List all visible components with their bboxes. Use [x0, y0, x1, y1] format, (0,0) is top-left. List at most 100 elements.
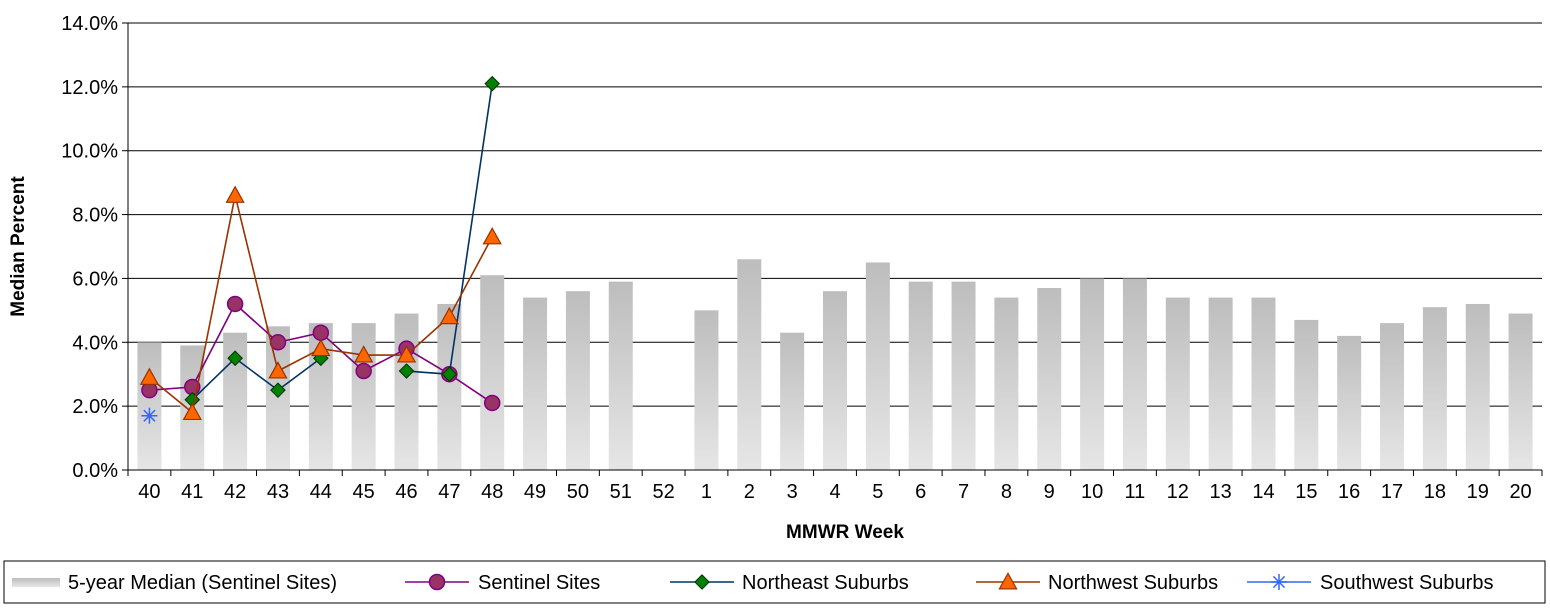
bar [437, 303, 462, 470]
legend-marker [694, 574, 710, 590]
bar [351, 323, 376, 470]
data-point [268, 361, 288, 379]
x-tick-label: 40 [138, 481, 160, 503]
y-tick-label: 14.0% [61, 13, 118, 35]
bar [1080, 278, 1105, 470]
x-tick-label: 11 [1125, 481, 1146, 503]
x-tick-label: 9 [1044, 481, 1055, 503]
x-tick-label: 44 [310, 481, 332, 503]
data-point [483, 394, 501, 412]
data-point [484, 75, 501, 92]
data-point [139, 367, 160, 385]
x-tick-label: 20 [1509, 481, 1531, 503]
legend-label: 5-year Median (Sentinel Sites) [68, 572, 337, 594]
bar [780, 332, 805, 470]
legend-item: Northwest Suburbs [976, 572, 1218, 594]
x-tick-label: 18 [1424, 481, 1446, 503]
x-tick-label: 6 [915, 481, 926, 503]
data-point [227, 350, 243, 367]
data-point [225, 185, 245, 203]
bar [137, 342, 162, 470]
x-tick-label: 49 [524, 481, 546, 503]
x-tick-label: 41 [181, 481, 203, 503]
x-tick-label: 16 [1338, 481, 1360, 503]
bar [694, 310, 719, 470]
y-tick-label: 2.0% [72, 396, 118, 418]
data-point [226, 295, 244, 313]
legend-item: Northeast Suburbs [670, 572, 909, 594]
bar [1422, 307, 1447, 470]
bar [265, 326, 290, 470]
legend-label: Northeast Suburbs [742, 572, 909, 594]
x-tick-label: 52 [652, 481, 674, 503]
x-tick-label: 46 [395, 481, 417, 503]
legend-item: 5-year Median (Sentinel Sites) [12, 572, 337, 594]
data-point [398, 363, 415, 379]
x-tick-label: 12 [1167, 481, 1189, 503]
data-point [441, 366, 458, 383]
x-tick-label: 1 [701, 481, 712, 503]
x-tick-label: 15 [1295, 481, 1317, 503]
bar [908, 281, 933, 470]
data-point [141, 407, 158, 424]
legend-marker [1271, 574, 1287, 590]
x-tick-label: 47 [438, 481, 460, 503]
x-tick-label: 7 [958, 481, 969, 503]
x-tick-label: 45 [353, 481, 375, 503]
bar [737, 259, 762, 470]
legend-label: Sentinel Sites [478, 572, 600, 594]
bar [480, 275, 505, 470]
bar [865, 262, 890, 470]
legend-label: Northwest Suburbs [1048, 572, 1218, 594]
y-tick-label: 8.0% [72, 205, 118, 227]
bar [608, 281, 633, 470]
bar [1508, 313, 1533, 470]
y-tick-label: 0.0% [72, 460, 118, 482]
series-northwest-suburbs [139, 185, 502, 421]
bar [1251, 297, 1276, 470]
x-tick-label: 17 [1381, 481, 1403, 503]
bar [1037, 288, 1062, 470]
data-point [439, 306, 460, 325]
y-tick-label: 12.0% [61, 77, 118, 99]
bar [394, 313, 419, 470]
bar [1165, 297, 1190, 470]
y-axis-title: Median Percent [8, 176, 29, 317]
data-point [355, 362, 372, 380]
axes: 0.0%2.0%4.0%6.0%8.0%10.0%12.0%14.0%40 41 4… [61, 13, 1543, 503]
legend-marker [998, 572, 1018, 590]
bar [1380, 323, 1405, 470]
legend-label: Southwest Suburbs [1320, 572, 1493, 594]
y-tick-label: 4.0% [72, 332, 118, 354]
bar [994, 297, 1019, 470]
x-tick-label: 8 [1001, 481, 1012, 503]
x-tick-label: 5 [872, 481, 883, 503]
x-tick-label: 43 [267, 481, 289, 503]
bars [137, 259, 1533, 470]
legend-marker [428, 573, 446, 591]
data-point [312, 324, 330, 341]
legend-item: Southwest Suburbs [1247, 572, 1493, 594]
data-point [270, 382, 286, 399]
line-series [139, 75, 502, 424]
series-northeast-suburbs [184, 75, 501, 408]
x-axis-title: MMWR Week [786, 522, 904, 543]
bar [565, 291, 590, 470]
x-tick-label: 4 [829, 481, 840, 503]
series-southwest-suburbs [141, 407, 158, 424]
x-tick-label: 48 [481, 481, 503, 503]
x-tick-label: 2 [744, 481, 755, 503]
x-tick-label: 19 [1467, 481, 1489, 503]
bar [223, 332, 248, 470]
data-point [311, 338, 331, 357]
x-tick-label: 14 [1252, 481, 1274, 503]
bar [523, 297, 548, 470]
legend-item: Sentinel Sites [405, 572, 600, 594]
x-tick-label: 50 [567, 481, 589, 503]
data-point [354, 345, 374, 363]
bar [1465, 303, 1490, 470]
y-tick-label: 6.0% [72, 268, 118, 290]
x-tick-label: 42 [224, 481, 246, 503]
bar [951, 281, 976, 470]
